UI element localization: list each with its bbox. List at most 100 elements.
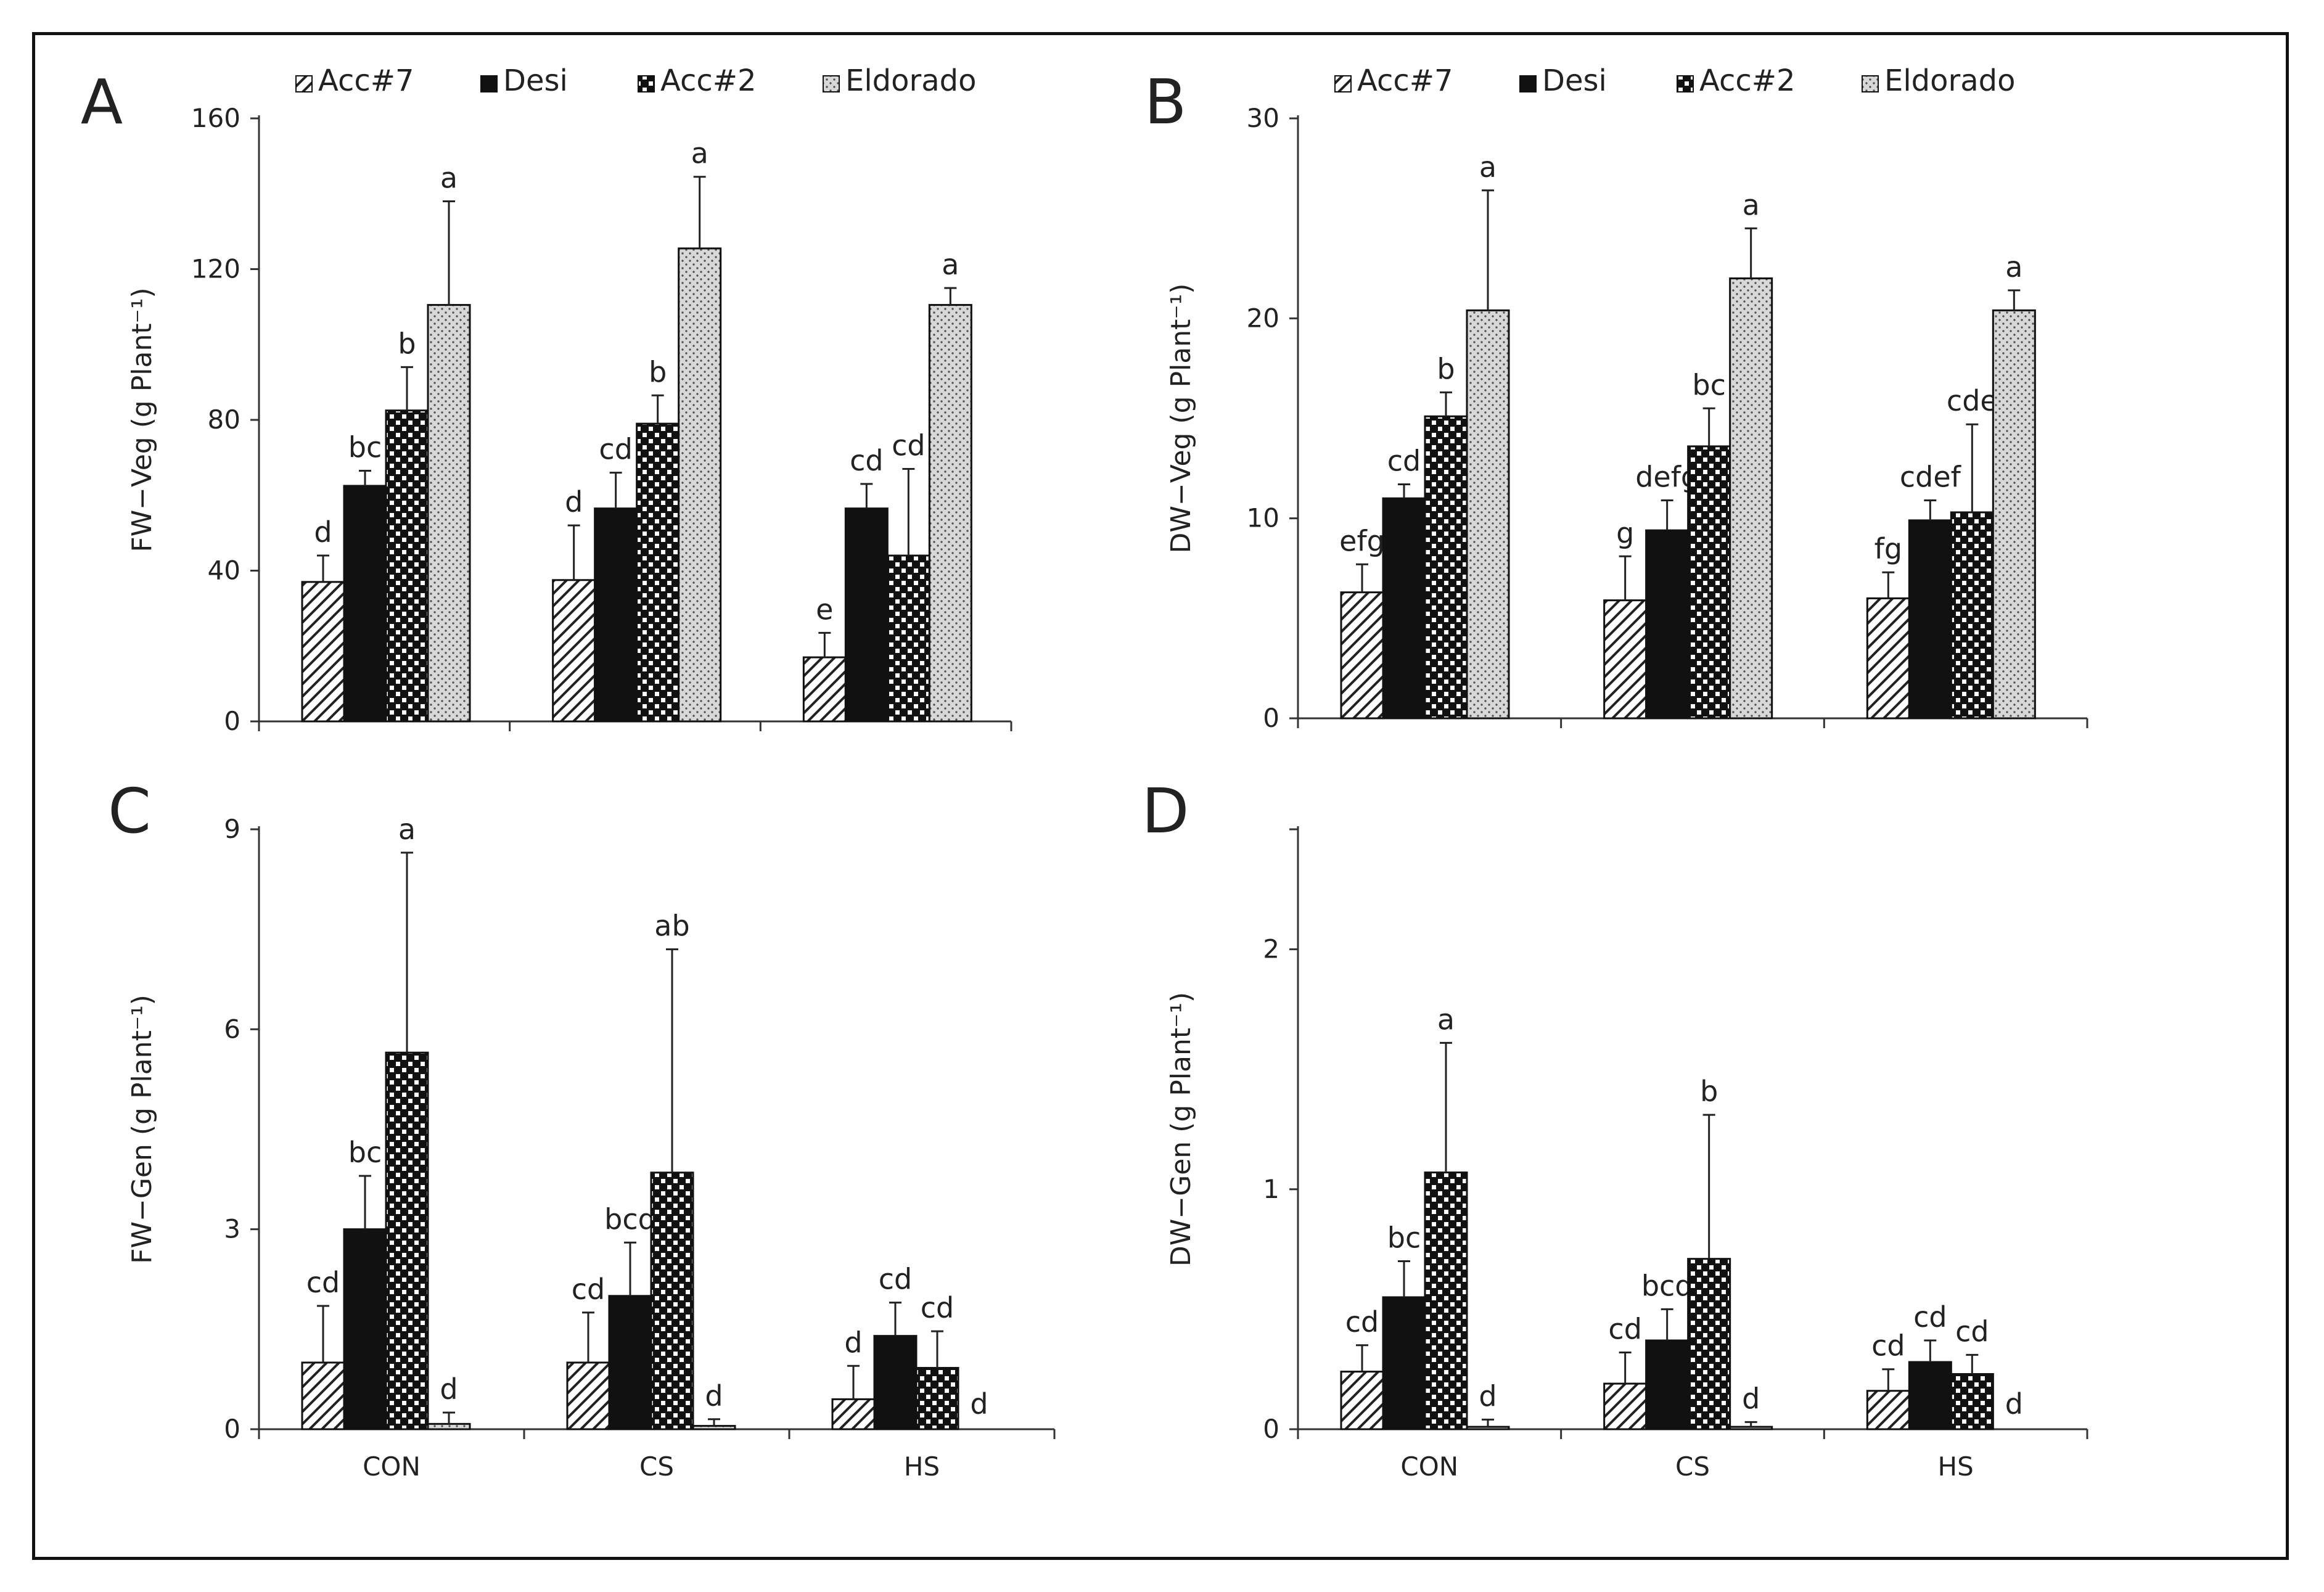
legend-label: Eldorado [1884, 64, 2015, 98]
significance-letter: cd [599, 433, 633, 466]
significance-letter: e [816, 593, 833, 626]
significance-letter: bc [1387, 1221, 1421, 1255]
y-tick-label: 9 [224, 814, 240, 844]
y-axis-label: DW−Veg (g Plant⁻¹) [1165, 284, 1197, 554]
bar-desi [1908, 519, 1952, 720]
bar-acc7 [566, 1361, 610, 1430]
legend-label: Acc#2 [1699, 64, 1796, 98]
y-tick-label: 40 [208, 556, 240, 586]
y-tick-label: 6 [224, 1014, 240, 1044]
legend-label: Eldorado [845, 64, 976, 98]
significance-letter: d [844, 1326, 862, 1359]
bar-acc7 [301, 1361, 345, 1430]
bar-desi [343, 485, 387, 723]
y-tick-label: 20 [1247, 303, 1279, 333]
significance-letter: cd [1913, 1300, 1947, 1334]
bar-desi [844, 507, 889, 723]
significance-letter: d [440, 1372, 458, 1406]
bar-desi [343, 1228, 387, 1430]
significance-letter: a [691, 137, 708, 170]
bar-eldorado [692, 1425, 736, 1430]
y-tick-label: 0 [1263, 1414, 1279, 1444]
legend-label: Desi [503, 64, 568, 98]
legend-swatch [1677, 75, 1694, 92]
bar-acc7 [1866, 597, 1910, 720]
significance-letter: d [2005, 1387, 2023, 1421]
bar-desi [1382, 1296, 1426, 1430]
y-axis-label: DW−Gen (g Plant⁻¹) [1165, 992, 1197, 1266]
y-tick-label: 160 [191, 103, 240, 133]
significance-letter: cdef [1900, 460, 1962, 493]
bar-desi [1908, 1361, 1952, 1430]
chart-panel-d: D 0 1 2 DW−Gen (g Plant⁻¹) CON cd bc a d CS cd bcd b d… [1141, 775, 2088, 1482]
bar-acc2 [385, 409, 429, 723]
bar-acc2 [650, 1171, 694, 1430]
bar-acc2 [1424, 1171, 1468, 1430]
panel-letter: D [1141, 775, 1189, 847]
significance-letter: cd [1345, 1305, 1379, 1339]
bar-acc2 [1687, 445, 1731, 720]
legend-swatch [823, 75, 840, 92]
bar-acc2 [385, 1051, 429, 1430]
y-tick-label: 0 [224, 706, 240, 736]
y-tick-label: 2 [1263, 934, 1279, 964]
bar-acc7 [1603, 1382, 1648, 1430]
bar-eldorado [1729, 277, 1773, 720]
bar-acc2 [886, 554, 930, 723]
significance-letter: a [440, 161, 458, 194]
bar-eldorado [427, 1422, 471, 1430]
bar-desi [1645, 529, 1690, 720]
significance-letter: b [649, 355, 667, 388]
y-tick-label: 10 [1247, 503, 1279, 533]
significance-letter: cd [850, 444, 884, 477]
bar-eldorado [1992, 309, 2036, 720]
bar-desi [594, 507, 638, 723]
significance-letter: bc [348, 431, 382, 464]
bar-acc7 [1866, 1390, 1910, 1430]
y-tick-label: 0 [224, 1414, 240, 1444]
y-tick-label: 0 [1263, 703, 1279, 733]
legend-swatch [480, 75, 498, 92]
significance-letter: b [1437, 352, 1455, 385]
x-tick-label: HS [904, 1451, 940, 1482]
bar-acc7 [301, 581, 345, 723]
significance-letter: ab [654, 909, 689, 943]
significance-letter: d [1479, 1379, 1497, 1413]
figure-frame [32, 32, 2289, 1560]
bar-eldorado [1466, 1426, 1510, 1430]
panel-letter: C [108, 775, 151, 847]
bar-desi [873, 1335, 918, 1430]
significance-letter: cd [879, 1263, 913, 1296]
significance-letter: efg [1339, 524, 1385, 557]
x-tick-label: CON [363, 1451, 421, 1482]
legend-swatch [638, 75, 655, 92]
bar-acc7 [831, 1398, 876, 1430]
x-tick-label: CS [1675, 1451, 1710, 1482]
legend-swatch [295, 75, 313, 92]
significance-letter: cd [1871, 1329, 1905, 1363]
legend-swatch [1862, 75, 1879, 92]
y-axis-label: FW−Gen (g Plant⁻¹) [126, 995, 158, 1264]
significance-letter: g [1616, 516, 1634, 549]
x-tick-label: CON [1400, 1451, 1458, 1482]
significance-letter: a [942, 248, 959, 281]
bar-acc2 [1950, 1372, 1994, 1430]
significance-letter: d [565, 485, 583, 519]
legend-swatch [1334, 75, 1352, 92]
bar-acc7 [1340, 591, 1384, 720]
significance-letter: b [1700, 1075, 1718, 1108]
bar-acc2 [1950, 511, 1994, 720]
significance-letter: a [1437, 1003, 1455, 1036]
significance-letter: d [970, 1387, 988, 1421]
y-tick-label: 120 [191, 254, 240, 284]
significance-letter: bcd [604, 1202, 656, 1236]
bar-acc2 [1687, 1258, 1731, 1430]
bar-eldorado [1729, 1426, 1773, 1430]
panel-letter: B [1144, 66, 1187, 138]
bar-eldorado [678, 247, 722, 723]
significance-letter: bcd [1641, 1269, 1693, 1302]
significance-letter: fg [1874, 532, 1902, 565]
significance-letter: cd [1955, 1315, 1989, 1348]
